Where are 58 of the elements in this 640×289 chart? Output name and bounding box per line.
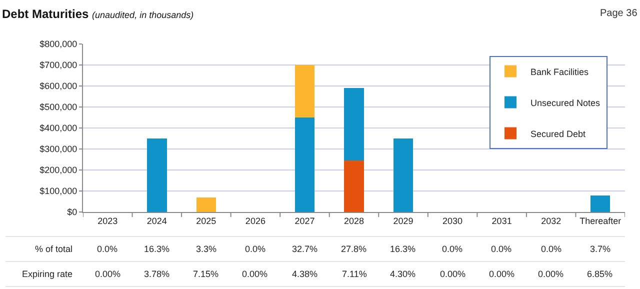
y-tick-label: $700,000: [40, 60, 78, 70]
text: 0.0%: [491, 244, 512, 254]
text: 0.00%: [440, 269, 466, 279]
bar: [294, 65, 315, 118]
x-tick-label: 2031: [492, 216, 512, 226]
y-tick-label: $400,000: [40, 123, 78, 134]
bar: [147, 138, 167, 212]
text: 4.38%: [292, 269, 318, 279]
text: 3.3%: [196, 244, 217, 254]
x-tick-label: Thereafter: [580, 216, 622, 226]
y-tick-label: $500,000: [40, 102, 78, 112]
text: % of total: [35, 244, 73, 254]
text: 7.15%: [193, 269, 219, 279]
text: 0.0%: [97, 244, 118, 254]
y-tick-label: $800,000: [40, 39, 78, 50]
x-tick-label: 2028: [344, 216, 364, 226]
y-tick-label: $200,000: [40, 165, 78, 176]
text: 32.7%: [292, 244, 318, 254]
bar: [393, 138, 414, 212]
chart-title: Debt Maturities: [2, 7, 90, 21]
x-tick-label: 2023: [98, 216, 118, 226]
text: 6.85%: [587, 269, 613, 279]
x-tick-label: 2029: [393, 216, 414, 226]
text: 16.3%: [390, 244, 416, 254]
bar: [590, 196, 610, 212]
x-tick-label: 2026: [245, 216, 266, 226]
text: 0.0%: [442, 244, 463, 254]
text: 0.00%: [95, 269, 121, 279]
legend-label: Secured Debt: [530, 128, 586, 139]
text: Expiring rate: [22, 269, 73, 279]
y-tick-label: $300,000: [40, 144, 78, 154]
text: 16.3%: [144, 244, 170, 254]
text: Page 36: [600, 8, 638, 19]
text: 3.78%: [144, 269, 170, 279]
text: 3.7%: [590, 244, 611, 254]
bar: [344, 88, 364, 161]
x-tick-label: 2027: [294, 216, 315, 226]
bar: [344, 160, 364, 212]
text: 4.30%: [390, 269, 416, 279]
x-tick-label: 2030: [442, 216, 463, 226]
text: 0.00%: [538, 269, 564, 279]
y-tick-label: $100,000: [40, 186, 78, 196]
legend-label: Bank Facilities: [530, 66, 590, 77]
x-tick-label: 2025: [196, 216, 216, 226]
x-tick-label: 2024: [146, 216, 167, 226]
text: 0.00%: [242, 269, 268, 279]
x-tick-label: 2032: [541, 216, 562, 226]
bar: [196, 197, 216, 212]
y-tick-label: $600,000: [40, 81, 78, 92]
text: 27.8%: [341, 244, 367, 254]
y-tick-label: $0: [67, 207, 78, 218]
chart-subtitle: (unaudited, in thousands): [92, 10, 194, 20]
text: 7.11%: [342, 269, 367, 279]
text: 0.00%: [489, 269, 515, 279]
text: 0.0%: [541, 244, 562, 254]
bar: [294, 118, 315, 212]
legend-label: Unsecured Notes: [530, 98, 601, 108]
text: 0.0%: [245, 244, 266, 254]
